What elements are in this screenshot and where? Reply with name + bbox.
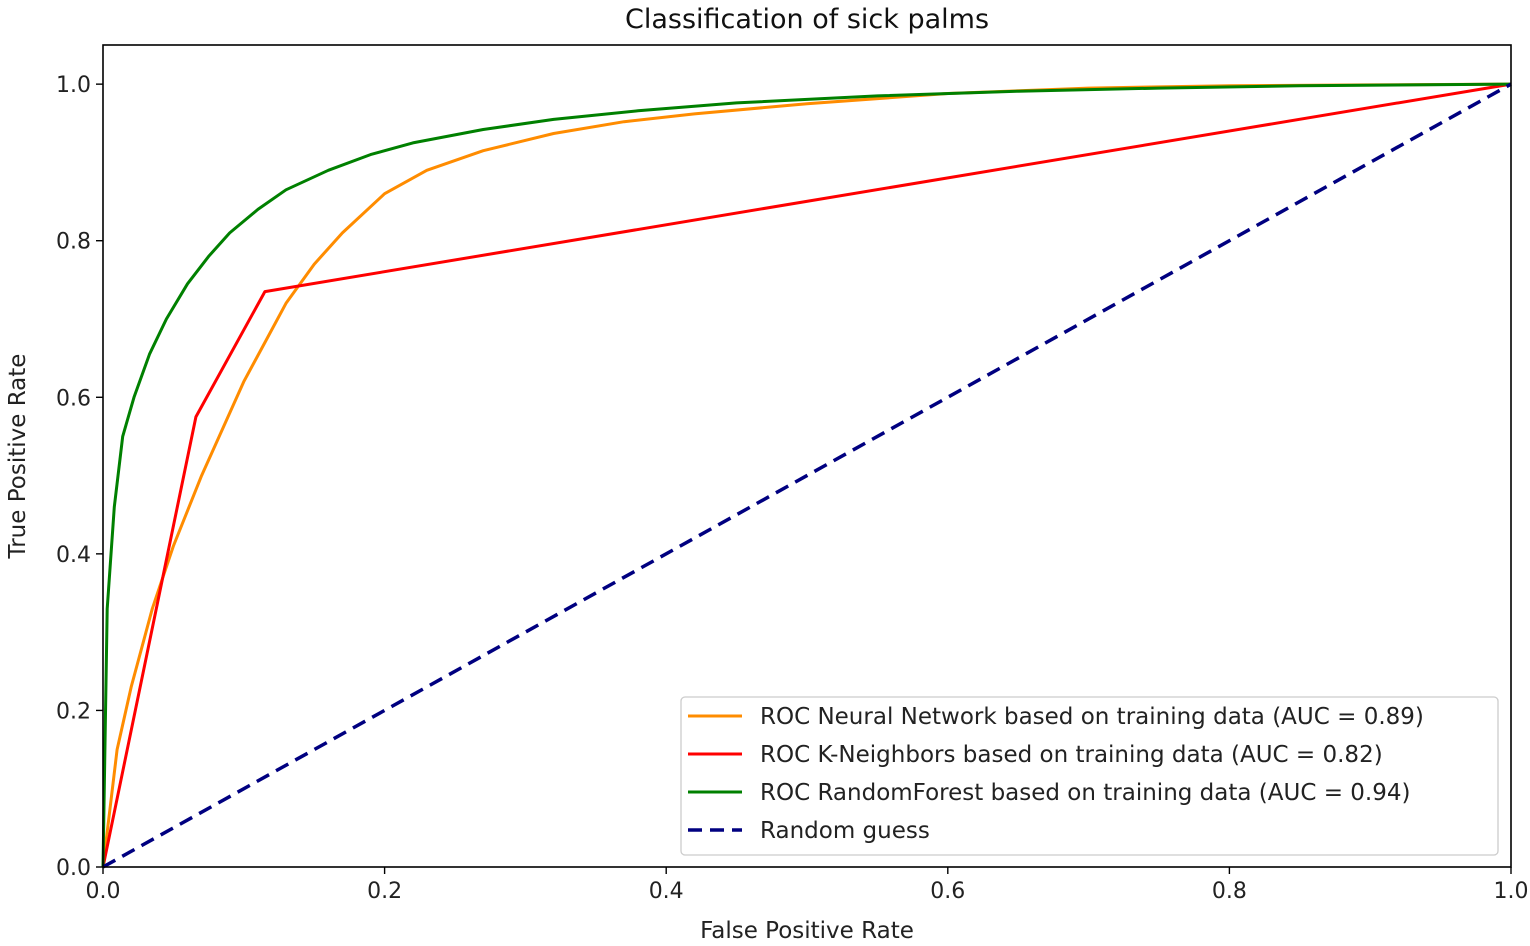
legend-label-0: ROC Neural Network based on training dat… (760, 704, 1424, 730)
y-tick-label: 0.6 (56, 386, 91, 411)
chart-title: Classification of sick palms (625, 4, 989, 35)
x-axis-label: False Positive Rate (700, 918, 914, 944)
y-tick-label: 0.4 (56, 543, 91, 568)
legend-label-2: ROC RandomForest based on training data … (760, 780, 1410, 806)
series-line-2 (101, 82, 1512, 868)
y-tick-label: 1.0 (56, 73, 91, 98)
legend-label-1: ROC K-Neighbors based on training data (… (760, 742, 1383, 768)
x-tick-label: 0.4 (649, 879, 684, 904)
legend-box (680, 696, 1499, 856)
x-tick-label: 0.8 (1212, 879, 1247, 904)
x-tick-label: 0.2 (367, 879, 402, 904)
x-tick-label: 1.0 (1494, 879, 1529, 904)
axes-frame (102, 44, 1512, 868)
legend-label-3: Random guess (760, 818, 930, 844)
y-axis-label: True Positive Rate (5, 354, 31, 560)
x-tick-label: 0.0 (86, 879, 121, 904)
y-tick-label: 0.2 (56, 699, 91, 724)
legend: ROC Neural Network based on training dat… (680, 696, 1499, 856)
series-line-1 (101, 82, 1512, 868)
x-tick-label: 0.6 (930, 879, 965, 904)
plot-area: 0.0 0.2 0.4 0.6 0.8 1.0 0.0 0.2 0.4 0.6 0.8 1.0 (56, 44, 1529, 904)
y-tick-label: 0.0 (56, 856, 91, 881)
series-line-3 (102, 82, 1512, 869)
y-tick-label: 0.8 (56, 230, 91, 255)
